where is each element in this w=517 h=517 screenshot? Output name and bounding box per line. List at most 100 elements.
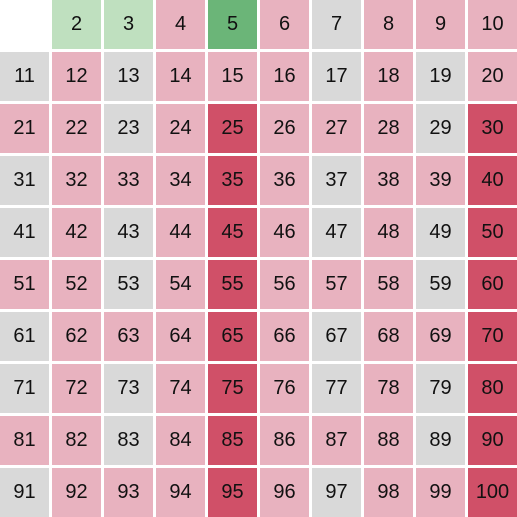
- number-cell-37[interactable]: 37: [312, 156, 361, 205]
- number-cell-3[interactable]: 3: [104, 0, 153, 49]
- number-cell-22[interactable]: 22: [52, 104, 101, 153]
- number-cell-93[interactable]: 93: [104, 468, 153, 517]
- number-cell-45[interactable]: 45: [208, 208, 257, 257]
- number-cell-38[interactable]: 38: [364, 156, 413, 205]
- number-cell-75[interactable]: 75: [208, 364, 257, 413]
- number-cell-63[interactable]: 63: [104, 312, 153, 361]
- number-cell-73[interactable]: 73: [104, 364, 153, 413]
- number-cell-51[interactable]: 51: [0, 260, 49, 309]
- number-cell-28[interactable]: 28: [364, 104, 413, 153]
- number-cell-97[interactable]: 97: [312, 468, 361, 517]
- number-cell-8[interactable]: 8: [364, 0, 413, 49]
- number-cell-55[interactable]: 55: [208, 260, 257, 309]
- number-cell-33[interactable]: 33: [104, 156, 153, 205]
- number-cell-53[interactable]: 53: [104, 260, 153, 309]
- number-cell-82[interactable]: 82: [52, 416, 101, 465]
- number-cell-71[interactable]: 71: [0, 364, 49, 413]
- number-cell-20[interactable]: 20: [468, 52, 517, 101]
- number-cell-52[interactable]: 52: [52, 260, 101, 309]
- number-cell-9[interactable]: 9: [416, 0, 465, 49]
- number-cell-11[interactable]: 11: [0, 52, 49, 101]
- number-cell-56[interactable]: 56: [260, 260, 309, 309]
- number-cell-66[interactable]: 66: [260, 312, 309, 361]
- number-cell-62[interactable]: 62: [52, 312, 101, 361]
- number-cell-59[interactable]: 59: [416, 260, 465, 309]
- number-cell-54[interactable]: 54: [156, 260, 205, 309]
- number-cell-39[interactable]: 39: [416, 156, 465, 205]
- number-cell-70[interactable]: 70: [468, 312, 517, 361]
- number-cell-81[interactable]: 81: [0, 416, 49, 465]
- number-cell-47[interactable]: 47: [312, 208, 361, 257]
- number-cell-4[interactable]: 4: [156, 0, 205, 49]
- number-cell-7[interactable]: 7: [312, 0, 361, 49]
- number-cell-50[interactable]: 50: [468, 208, 517, 257]
- number-cell-99[interactable]: 99: [416, 468, 465, 517]
- number-cell-64[interactable]: 64: [156, 312, 205, 361]
- number-cell-13[interactable]: 13: [104, 52, 153, 101]
- number-cell-68[interactable]: 68: [364, 312, 413, 361]
- number-cell-44[interactable]: 44: [156, 208, 205, 257]
- number-cell-16[interactable]: 16: [260, 52, 309, 101]
- number-cell-100[interactable]: 100: [468, 468, 517, 517]
- number-cell-24[interactable]: 24: [156, 104, 205, 153]
- number-cell-49[interactable]: 49: [416, 208, 465, 257]
- number-cell-96[interactable]: 96: [260, 468, 309, 517]
- number-cell-5[interactable]: 5: [208, 0, 257, 49]
- number-cell-12[interactable]: 12: [52, 52, 101, 101]
- number-cell-86[interactable]: 86: [260, 416, 309, 465]
- number-cell-42[interactable]: 42: [52, 208, 101, 257]
- number-cell-80[interactable]: 80: [468, 364, 517, 413]
- number-cell-87[interactable]: 87: [312, 416, 361, 465]
- number-cell-30[interactable]: 30: [468, 104, 517, 153]
- number-cell-6[interactable]: 6: [260, 0, 309, 49]
- number-cell-36[interactable]: 36: [260, 156, 309, 205]
- number-cell-67[interactable]: 67: [312, 312, 361, 361]
- number-cell-34[interactable]: 34: [156, 156, 205, 205]
- number-cell-41[interactable]: 41: [0, 208, 49, 257]
- number-cell-18[interactable]: 18: [364, 52, 413, 101]
- number-cell-90[interactable]: 90: [468, 416, 517, 465]
- number-cell-60[interactable]: 60: [468, 260, 517, 309]
- number-cell-61[interactable]: 61: [0, 312, 49, 361]
- number-cell-19[interactable]: 19: [416, 52, 465, 101]
- number-cell-98[interactable]: 98: [364, 468, 413, 517]
- number-cell-74[interactable]: 74: [156, 364, 205, 413]
- number-cell-58[interactable]: 58: [364, 260, 413, 309]
- number-cell-95[interactable]: 95: [208, 468, 257, 517]
- number-cell-83[interactable]: 83: [104, 416, 153, 465]
- number-cell-84[interactable]: 84: [156, 416, 205, 465]
- number-cell-40[interactable]: 40: [468, 156, 517, 205]
- number-cell-78[interactable]: 78: [364, 364, 413, 413]
- number-cell-21[interactable]: 21: [0, 104, 49, 153]
- number-cell-43[interactable]: 43: [104, 208, 153, 257]
- number-cell-15[interactable]: 15: [208, 52, 257, 101]
- number-cell-92[interactable]: 92: [52, 468, 101, 517]
- number-cell-77[interactable]: 77: [312, 364, 361, 413]
- number-cell-27[interactable]: 27: [312, 104, 361, 153]
- number-cell-89[interactable]: 89: [416, 416, 465, 465]
- number-cell-25[interactable]: 25: [208, 104, 257, 153]
- number-cell-14[interactable]: 14: [156, 52, 205, 101]
- number-cell-85[interactable]: 85: [208, 416, 257, 465]
- number-cell-31[interactable]: 31: [0, 156, 49, 205]
- number-cell-88[interactable]: 88: [364, 416, 413, 465]
- number-cell-48[interactable]: 48: [364, 208, 413, 257]
- number-cell-29[interactable]: 29: [416, 104, 465, 153]
- number-cell-2[interactable]: 2: [52, 0, 101, 49]
- number-cell-46[interactable]: 46: [260, 208, 309, 257]
- number-cell-72[interactable]: 72: [52, 364, 101, 413]
- number-cell-17[interactable]: 17: [312, 52, 361, 101]
- number-cell-32[interactable]: 32: [52, 156, 101, 205]
- number-cell-10[interactable]: 10: [468, 0, 517, 49]
- number-cell-69[interactable]: 69: [416, 312, 465, 361]
- number-cell-65[interactable]: 65: [208, 312, 257, 361]
- number-cell-35[interactable]: 35: [208, 156, 257, 205]
- number-cell-26[interactable]: 26: [260, 104, 309, 153]
- number-cell-76[interactable]: 76: [260, 364, 309, 413]
- number-cell-94[interactable]: 94: [156, 468, 205, 517]
- number-cell-23[interactable]: 23: [104, 104, 153, 153]
- number-cell-91[interactable]: 91: [0, 468, 49, 517]
- number-cell-79[interactable]: 79: [416, 364, 465, 413]
- number-cell-57[interactable]: 57: [312, 260, 361, 309]
